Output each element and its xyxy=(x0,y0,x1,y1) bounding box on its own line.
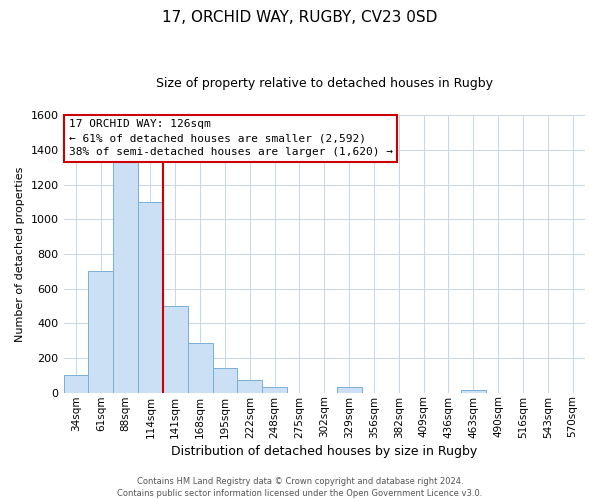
Text: Contains HM Land Registry data © Crown copyright and database right 2024.
Contai: Contains HM Land Registry data © Crown c… xyxy=(118,476,482,498)
X-axis label: Distribution of detached houses by size in Rugby: Distribution of detached houses by size … xyxy=(171,444,478,458)
Title: Size of property relative to detached houses in Rugby: Size of property relative to detached ho… xyxy=(156,78,493,90)
Bar xyxy=(138,202,163,392)
Bar xyxy=(163,306,188,392)
Bar xyxy=(238,380,262,392)
Bar xyxy=(88,272,113,392)
Text: 17 ORCHID WAY: 126sqm
← 61% of detached houses are smaller (2,592)
38% of semi-d: 17 ORCHID WAY: 126sqm ← 61% of detached … xyxy=(69,120,393,158)
Bar xyxy=(64,376,88,392)
Bar xyxy=(113,160,138,392)
Text: 17, ORCHID WAY, RUGBY, CV23 0SD: 17, ORCHID WAY, RUGBY, CV23 0SD xyxy=(163,10,437,25)
Bar xyxy=(212,368,238,392)
Bar xyxy=(262,388,287,392)
Y-axis label: Number of detached properties: Number of detached properties xyxy=(15,166,25,342)
Bar xyxy=(188,343,212,392)
Bar xyxy=(461,390,485,392)
Bar xyxy=(337,386,362,392)
